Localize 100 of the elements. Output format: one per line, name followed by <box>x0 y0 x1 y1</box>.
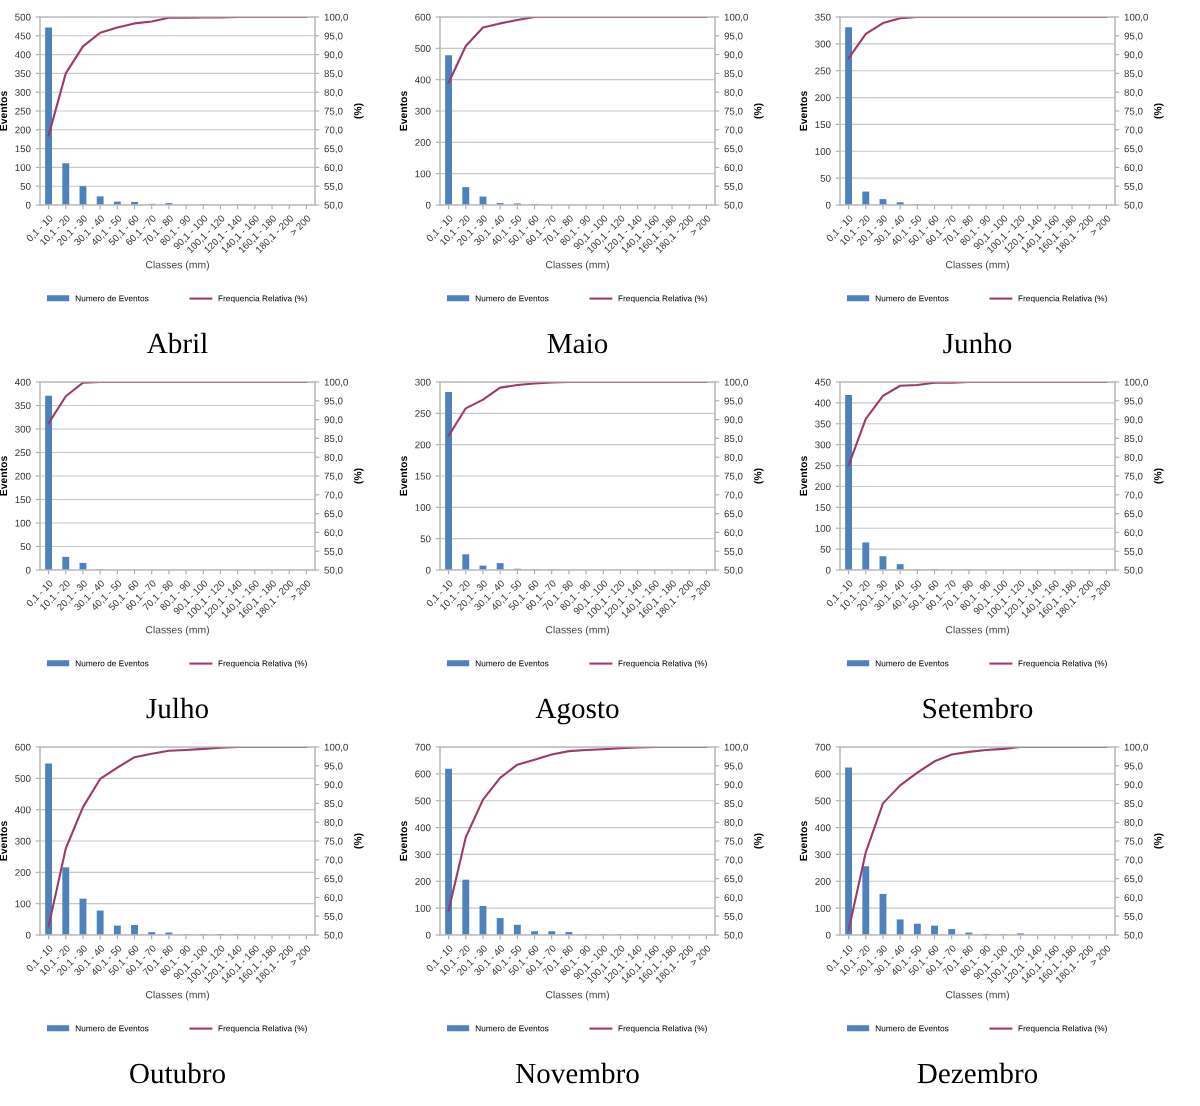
y-tick-label: 200 <box>815 94 831 102</box>
y-tick-label: 500 <box>815 797 831 805</box>
y2-tick-label: 70,0 <box>724 126 743 135</box>
legend-label: Frequencia Relativa (%) <box>218 295 307 303</box>
y-tick-label: 300 <box>415 107 431 115</box>
y2-tick-label: 75,0 <box>1124 472 1143 481</box>
text: Outubro <box>130 1062 225 1084</box>
y2-tick-label: 80,0 <box>724 818 743 827</box>
y2-tick-label: 55,0 <box>1124 912 1143 921</box>
y-tick-label: 200 <box>415 878 431 885</box>
y2-tick-label: 65,0 <box>324 510 343 519</box>
y2-tick-label: 100,0 <box>724 378 748 387</box>
y2-tick-label: 50,0 <box>724 201 743 210</box>
y2-tick-label: 80,0 <box>1124 453 1143 462</box>
y2-axis-title: (%) <box>753 833 764 849</box>
x-axis-title: Classes (mm) <box>145 625 209 636</box>
y-tick-label: 200 <box>15 126 31 134</box>
y2-tick-label: 60,0 <box>724 164 743 173</box>
text: Maio <box>547 333 608 354</box>
y-tick-label: 300 <box>415 851 431 859</box>
y2-axis-title: (%) <box>353 103 364 119</box>
y-axis-title: Eventos <box>0 821 8 861</box>
legend-label: Numero de Eventos <box>475 295 549 302</box>
y-tick-label: 600 <box>15 743 31 751</box>
y-axis-title: Eventos <box>799 456 808 496</box>
y-tick-label: 400 <box>14 51 31 59</box>
y-tick-label: 100 <box>815 148 831 155</box>
y-axis-title: Eventos <box>399 91 408 131</box>
y-tick-label: 150 <box>815 121 831 129</box>
y2-tick-label: 80,0 <box>1124 88 1143 97</box>
text: Junho <box>943 332 1012 354</box>
y2-tick-label: 85,0 <box>1124 800 1143 809</box>
y2-tick-label: 85,0 <box>1124 70 1143 79</box>
y-axis-title: Eventos <box>799 821 808 861</box>
legend-label: Frequencia Relativa (%) <box>618 295 707 303</box>
y2-tick-label: 85,0 <box>324 70 343 79</box>
text: Abril <box>147 332 208 354</box>
y-tick-label: 50 <box>20 182 31 190</box>
y-tick-label: 150 <box>15 145 31 153</box>
y2-tick-label: 70,0 <box>1124 856 1143 865</box>
y-tick-label: 300 <box>815 40 831 48</box>
y-tick-label: 100 <box>415 504 431 511</box>
y2-tick-label: 50,0 <box>324 566 343 575</box>
y-tick-label: 150 <box>15 496 31 504</box>
y-axis-title: Eventos <box>0 456 8 496</box>
y-tick-label: 400 <box>814 399 831 407</box>
y2-tick-label: 100,0 <box>724 13 748 22</box>
y2-tick-label: 55,0 <box>324 182 343 191</box>
y-tick-label: 300 <box>815 441 831 449</box>
y2-axis-title: (%) <box>353 468 364 484</box>
y-tick-label: 50 <box>820 545 831 553</box>
legend-label: Frequencia Relativa (%) <box>218 660 307 668</box>
y-tick-label: 0 <box>825 201 831 209</box>
y-axis-title: Eventos <box>399 821 408 861</box>
x-axis-title: Classes (mm) <box>945 260 1009 271</box>
y2-tick-label: 100,0 <box>324 743 348 752</box>
y-tick-label: 200 <box>15 869 31 876</box>
y2-tick-label: 100,0 <box>1124 378 1148 387</box>
y-tick-label: 300 <box>15 837 31 845</box>
legend-label: Frequencia Relativa (%) <box>218 1025 307 1033</box>
y-tick-label: 0 <box>25 566 31 574</box>
y2-tick-label: 75,0 <box>1124 837 1143 846</box>
y2-tick-label: 75,0 <box>324 837 343 846</box>
y-tick-label: 0 <box>25 201 31 209</box>
x-axis-title: Classes (mm) <box>145 990 209 1001</box>
y2-tick-label: 55,0 <box>724 912 743 921</box>
y-tick-label: 200 <box>415 441 431 449</box>
y-tick-label: 400 <box>814 824 831 832</box>
y2-tick-label: 50,0 <box>1124 566 1143 575</box>
y2-tick-label: 75,0 <box>724 837 743 846</box>
y-tick-label: 500 <box>415 797 431 805</box>
y-tick-label: 50 <box>20 543 31 551</box>
y-tick-label: 600 <box>815 770 831 778</box>
y-tick-label: 100 <box>415 170 431 178</box>
y2-axis-title: (%) <box>353 833 364 849</box>
x-axis-title: Classes (mm) <box>945 625 1009 636</box>
y-tick-label: 0 <box>825 931 831 939</box>
y2-tick-label: 90,0 <box>724 781 743 790</box>
legend-label: Numero de Eventos <box>75 1025 149 1032</box>
y2-tick-label: 50,0 <box>1124 201 1143 210</box>
y2-tick-label: 55,0 <box>1124 182 1143 191</box>
y2-tick-label: 95,0 <box>1124 762 1143 771</box>
y2-tick-label: 95,0 <box>324 397 343 406</box>
legend-label: Numero de Eventos <box>75 295 149 302</box>
y2-tick-label: 85,0 <box>724 800 743 809</box>
y-tick-label: 700 <box>815 743 831 751</box>
legend-label: Frequencia Relativa (%) <box>618 660 707 668</box>
y-tick-label: 400 <box>414 824 431 832</box>
y2-tick-label: 80,0 <box>324 818 343 827</box>
y2-tick-label: 95,0 <box>324 762 343 771</box>
y-axis-title: Eventos <box>399 456 408 496</box>
y2-tick-label: 95,0 <box>324 32 343 41</box>
y2-tick-label: 60,0 <box>1124 164 1143 173</box>
y2-tick-label: 60,0 <box>324 164 343 173</box>
y2-tick-label: 60,0 <box>1124 529 1143 538</box>
y-tick-label: 250 <box>15 107 31 115</box>
y2-tick-label: 70,0 <box>324 126 343 135</box>
y2-tick-label: 90,0 <box>324 51 343 60</box>
y-tick-label: 200 <box>815 483 831 491</box>
y-tick-label: 100 <box>415 904 431 912</box>
